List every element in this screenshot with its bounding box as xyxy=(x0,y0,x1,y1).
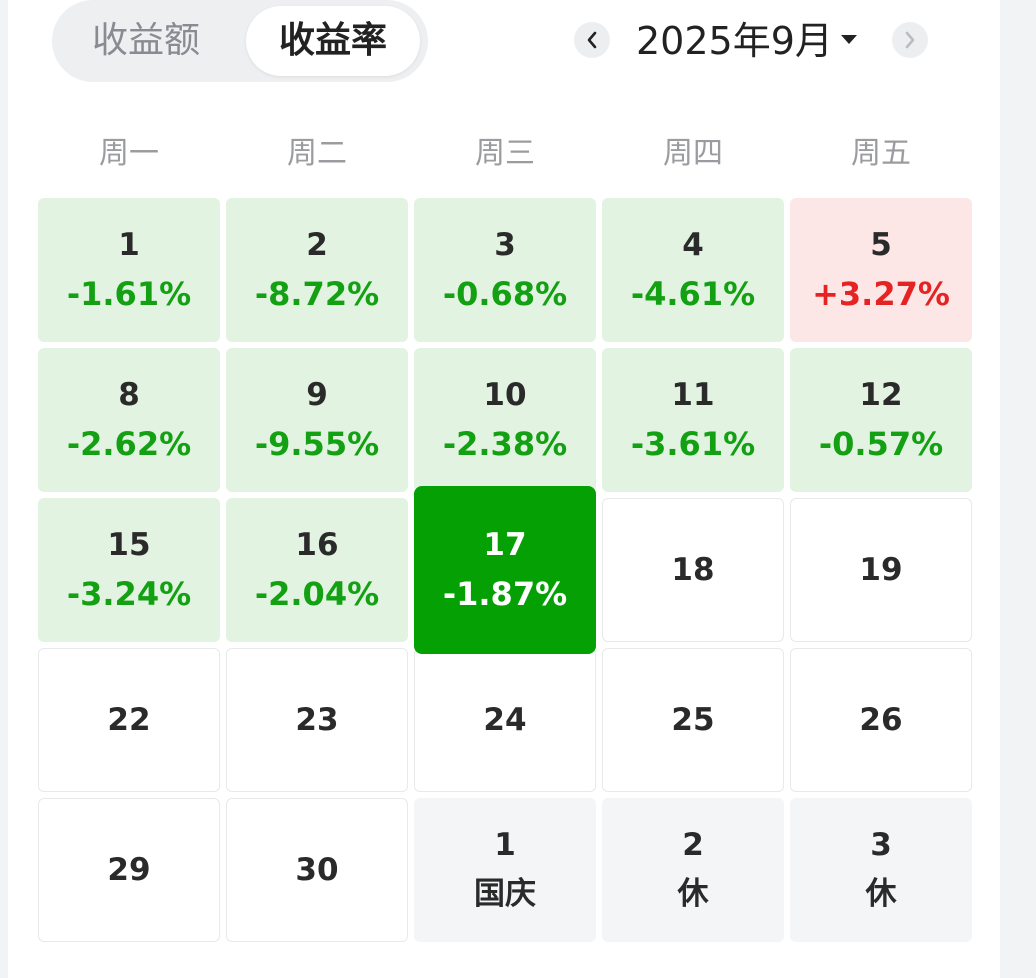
day-number: 11 xyxy=(671,377,715,413)
return-rate: -2.62% xyxy=(66,425,192,463)
day-number: 19 xyxy=(859,552,903,588)
weekday-label: 周五 xyxy=(851,136,911,171)
return-rate: -0.57% xyxy=(818,425,944,463)
next-month-button[interactable] xyxy=(892,22,928,58)
day-number: 10 xyxy=(483,377,527,413)
day-number: 18 xyxy=(671,552,715,588)
calendar-panel: 收益额 收益率 2025年9月 周一 周二 周三 周四 周五 1 -1.61% 2 -8.72… xyxy=(8,0,1000,978)
day-cell[interactable]: 10 -2.38% xyxy=(414,348,596,492)
day-number: 3 xyxy=(494,227,516,263)
day-cell[interactable]: 25 xyxy=(602,648,784,792)
day-cell[interactable]: 1 -1.61% xyxy=(38,198,220,342)
day-number: 4 xyxy=(682,227,704,263)
day-number: 30 xyxy=(295,852,339,888)
day-number: 12 xyxy=(859,377,903,413)
day-cell[interactable]: 26 xyxy=(790,648,972,792)
day-number: 9 xyxy=(306,377,328,413)
day-number: 1 xyxy=(494,827,516,863)
day-number: 23 xyxy=(295,702,339,738)
weekday-label: 周四 xyxy=(663,136,723,171)
day-cell[interactable]: 23 xyxy=(226,648,408,792)
day-number: 8 xyxy=(118,377,140,413)
holiday-label: 国庆 xyxy=(474,876,536,912)
day-cell[interactable]: 9 -9.55% xyxy=(226,348,408,492)
return-rate: -0.68% xyxy=(442,275,568,313)
return-rate: -1.61% xyxy=(66,275,192,313)
day-cell[interactable]: 30 xyxy=(226,798,408,942)
return-rate: -4.61% xyxy=(630,275,756,313)
day-cell[interactable]: 11 -3.61% xyxy=(602,348,784,492)
day-cell[interactable]: 29 xyxy=(38,798,220,942)
day-number: 25 xyxy=(671,702,715,738)
day-cell[interactable]: 19 xyxy=(790,498,972,642)
day-cell[interactable]: 4 -4.61% xyxy=(602,198,784,342)
weekday-label: 周一 xyxy=(99,136,159,171)
month-selector[interactable]: 2025年9月 xyxy=(636,14,857,68)
day-number: 5 xyxy=(870,227,892,263)
chevron-left-icon xyxy=(587,31,597,49)
day-cell[interactable]: 1 国庆 xyxy=(414,798,596,942)
day-number: 24 xyxy=(483,702,527,738)
day-number: 15 xyxy=(107,527,151,563)
chevron-right-icon xyxy=(905,31,915,49)
day-cell[interactable]: 22 xyxy=(38,648,220,792)
tab-earnings-amount[interactable]: 收益额 xyxy=(91,20,200,61)
metric-toggle: 收益额 收益率 xyxy=(52,0,428,82)
return-rate: -2.38% xyxy=(442,425,568,463)
day-cell[interactable]: 16 -2.04% xyxy=(226,498,408,642)
day-cell[interactable]: 24 xyxy=(414,648,596,792)
day-cell[interactable]: 12 -0.57% xyxy=(790,348,972,492)
day-cell[interactable]: 18 xyxy=(602,498,784,642)
return-rate: -1.87% xyxy=(442,575,568,613)
tab-return-rate[interactable]: 收益率 xyxy=(246,6,420,76)
holiday-label: 休 xyxy=(865,876,897,912)
day-number: 3 xyxy=(870,827,892,863)
day-number: 22 xyxy=(107,702,151,738)
return-rate: -9.55% xyxy=(254,425,380,463)
day-cell-today[interactable]: 17 -1.87% xyxy=(414,486,596,654)
day-number: 26 xyxy=(859,702,903,738)
prev-month-button[interactable] xyxy=(574,22,610,58)
weekday-label: 周二 xyxy=(287,136,347,171)
day-cell[interactable]: 15 -3.24% xyxy=(38,498,220,642)
day-number: 1 xyxy=(118,227,140,263)
return-rate: -2.04% xyxy=(254,575,380,613)
day-cell[interactable]: 3 -0.68% xyxy=(414,198,596,342)
day-number: 29 xyxy=(107,852,151,888)
return-rate: +3.27% xyxy=(812,275,950,313)
month-label: 2025年9月 xyxy=(636,19,833,63)
return-rate: -8.72% xyxy=(254,275,380,313)
day-cell[interactable]: 8 -2.62% xyxy=(38,348,220,492)
return-rate: -3.61% xyxy=(630,425,756,463)
day-number: 16 xyxy=(295,527,339,563)
return-rate: -3.24% xyxy=(66,575,192,613)
weekday-label: 周三 xyxy=(475,136,535,171)
day-cell[interactable]: 5 +3.27% xyxy=(790,198,972,342)
holiday-label: 休 xyxy=(677,876,709,912)
day-number: 2 xyxy=(306,227,328,263)
day-number: 17 xyxy=(483,527,527,563)
caret-down-icon xyxy=(840,35,857,44)
day-cell[interactable]: 2 -8.72% xyxy=(226,198,408,342)
day-number: 2 xyxy=(682,827,704,863)
